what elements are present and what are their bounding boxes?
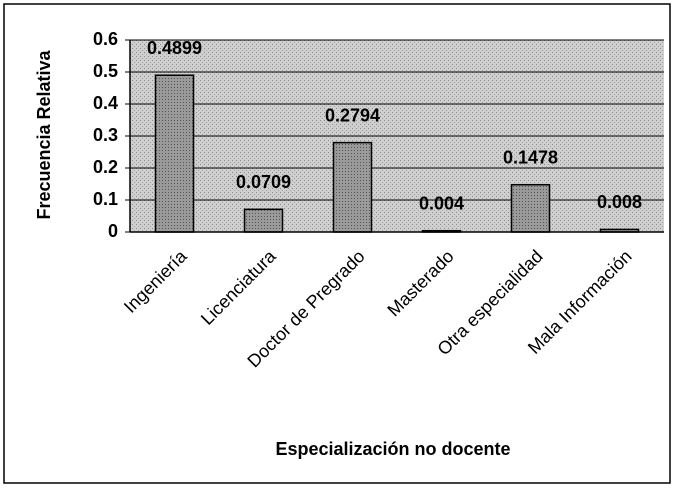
data-label: 0.008 bbox=[597, 192, 642, 212]
y-tick-label: 0.2 bbox=[93, 157, 118, 177]
bar bbox=[154, 74, 195, 233]
y-axis-label: Frecuencia Relativa bbox=[34, 49, 54, 219]
bar bbox=[243, 208, 284, 233]
y-tick-label: 0.5 bbox=[93, 61, 118, 81]
bar bbox=[332, 141, 373, 233]
data-label: 0.2794 bbox=[325, 105, 380, 125]
bar bbox=[510, 183, 551, 233]
data-label: 0.0709 bbox=[236, 172, 291, 192]
y-tick-label: 0 bbox=[108, 221, 118, 241]
data-label: 0.004 bbox=[419, 193, 464, 213]
y-tick-label: 0.3 bbox=[93, 125, 118, 145]
y-tick-label: 0.1 bbox=[93, 189, 118, 209]
y-tick-label: 0.4 bbox=[93, 93, 118, 113]
data-label: 0.4899 bbox=[147, 38, 202, 58]
y-tick-label: 0.6 bbox=[93, 29, 118, 49]
data-label: 0.1478 bbox=[503, 147, 558, 167]
x-axis-label: Especialización no docente bbox=[275, 439, 510, 459]
